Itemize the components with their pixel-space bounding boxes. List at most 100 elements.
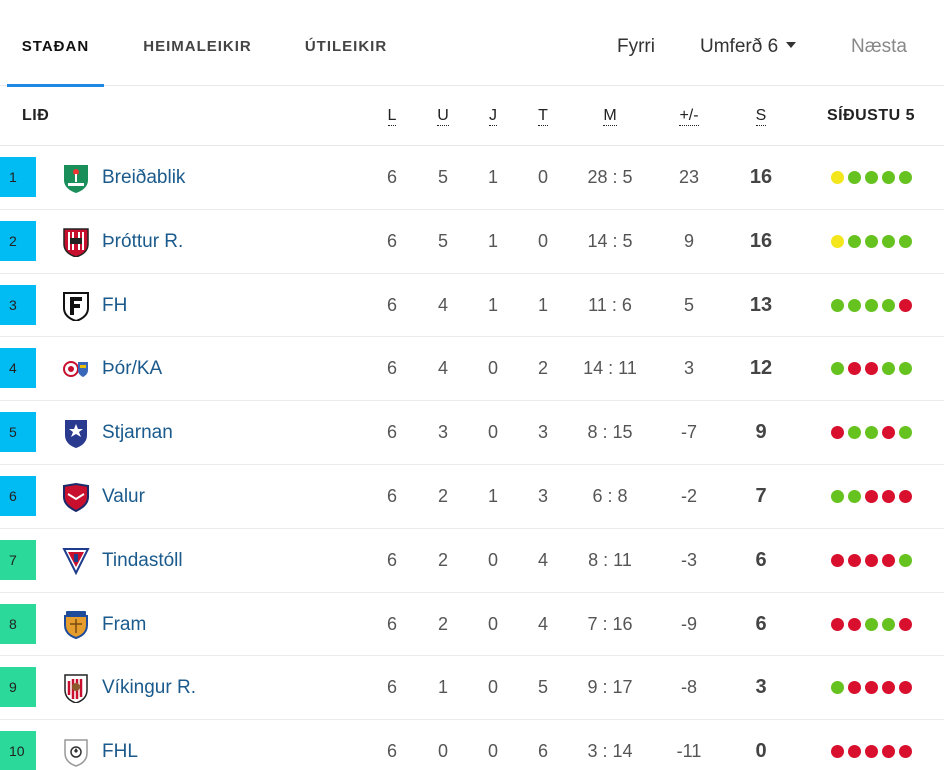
lost-cell: 5 — [537, 677, 548, 698]
column-header-points: S — [755, 107, 767, 126]
form-loss-dot[interactable] — [864, 489, 878, 503]
form-win-dot[interactable] — [864, 426, 878, 440]
form-win-dot[interactable] — [864, 234, 878, 248]
next-round-button[interactable]: Næsta — [851, 36, 907, 57]
form-win-dot[interactable] — [864, 171, 878, 184]
vikingur-crest-icon — [62, 673, 90, 705]
form-win-dot[interactable] — [847, 426, 861, 440]
form-loss-dot[interactable] — [881, 745, 895, 759]
form-draw-dot[interactable] — [830, 234, 844, 248]
form-loss-dot[interactable] — [830, 426, 844, 440]
team-name-link[interactable]: Valur — [102, 485, 145, 507]
form-loss-dot[interactable] — [864, 362, 878, 376]
form-win-dot[interactable] — [898, 362, 912, 376]
team-name-link[interactable]: Tindastóll — [102, 549, 183, 571]
team-name-link[interactable]: Breiðablik — [102, 167, 186, 188]
stjarnan-crest-icon — [62, 418, 90, 449]
goal-difference-cell: -3 — [680, 549, 697, 570]
form-draw-dot[interactable] — [830, 171, 844, 184]
form-win-dot[interactable] — [898, 553, 912, 567]
form-win-dot[interactable] — [847, 298, 861, 312]
goals-cell: 3 : 14 — [587, 741, 633, 762]
team-name-link[interactable]: Þór/KA — [102, 358, 163, 380]
form-loss-dot[interactable] — [864, 553, 878, 567]
drawn-cell: 0 — [487, 549, 498, 570]
form-loss-dot[interactable] — [881, 681, 895, 695]
form-loss-dot[interactable] — [881, 553, 895, 567]
form-loss-dot[interactable] — [898, 681, 912, 695]
table-header: LIÐ L U J T M +/- S SÍÐUSTU 5 — [0, 86, 944, 146]
form-loss-dot[interactable] — [847, 681, 861, 695]
form-loss-dot[interactable] — [898, 298, 912, 312]
rank-badge: 8 — [0, 603, 36, 644]
form-win-dot[interactable] — [864, 617, 878, 631]
goals-cell: 8 : 15 — [587, 422, 633, 443]
form-win-dot[interactable] — [830, 362, 844, 376]
form-win-dot[interactable] — [864, 298, 878, 312]
points-cell: 6 — [755, 612, 767, 635]
team-name-link[interactable]: Þróttur R. — [102, 230, 184, 252]
form-win-dot[interactable] — [847, 489, 861, 503]
previous-round-button[interactable]: Fyrri — [617, 36, 655, 57]
form-win-dot[interactable] — [898, 234, 912, 248]
goals-cell: 28 : 5 — [587, 167, 633, 187]
form-win-dot[interactable] — [847, 234, 861, 248]
played-cell: 6 — [386, 230, 397, 251]
team-name-link[interactable]: Fram — [102, 613, 147, 635]
form-win-dot[interactable] — [881, 171, 895, 184]
column-header-team: LIÐ — [22, 107, 50, 124]
team-name-link[interactable]: Víkingur R. — [102, 677, 196, 699]
table-row: 2 Þróttur R. 6 5 1 0 14 : 5 9 16 — [0, 210, 944, 274]
form-loss-dot[interactable] — [864, 681, 878, 695]
form-loss-dot[interactable] — [847, 362, 861, 376]
goals-cell: 11 : 6 — [588, 294, 632, 315]
form-win-dot[interactable] — [881, 298, 895, 312]
played-cell: 6 — [386, 422, 397, 443]
goals-cell: 7 : 16 — [587, 613, 633, 634]
form-win-dot[interactable] — [898, 426, 912, 440]
form-win-dot[interactable] — [830, 681, 844, 695]
tab-standings[interactable]: STAÐAN — [7, 0, 104, 87]
round-select[interactable]: Umferð 6 — [700, 0, 797, 86]
team-name-link[interactable]: FH — [102, 294, 128, 316]
won-cell: 2 — [437, 485, 448, 506]
won-cell: 4 — [437, 294, 448, 315]
form-win-dot[interactable] — [881, 617, 895, 631]
form-loss-dot[interactable] — [830, 745, 844, 759]
won-cell: 0 — [437, 741, 448, 762]
form-loss-dot[interactable] — [881, 489, 895, 503]
form-loss-dot[interactable] — [898, 745, 912, 759]
form-loss-dot[interactable] — [898, 617, 912, 631]
goal-difference-cell: -11 — [676, 741, 702, 762]
team-name-link[interactable]: FHL — [102, 741, 138, 763]
table-row: 8 Fram 6 2 0 4 7 : 16 -9 6 — [0, 593, 944, 657]
last-5-form — [812, 465, 930, 528]
standings-table: 1 Breiðablik 6 5 1 0 28 : 5 23 16 2 Þróttur R. 6 5 1 0… — [0, 146, 944, 770]
form-win-dot[interactable] — [898, 171, 912, 184]
form-loss-dot[interactable] — [898, 489, 912, 503]
form-loss-dot[interactable] — [847, 553, 861, 567]
form-loss-dot[interactable] — [847, 617, 861, 631]
throttur-crest-icon — [62, 227, 90, 258]
played-cell: 6 — [386, 741, 397, 762]
form-win-dot[interactable] — [881, 362, 895, 376]
form-win-dot[interactable] — [830, 298, 844, 312]
points-cell: 0 — [755, 740, 767, 763]
tab-home-games[interactable]: HEIMALEIKIR — [143, 38, 252, 55]
points-cell: 9 — [755, 421, 767, 444]
form-loss-dot[interactable] — [830, 617, 844, 631]
form-win-dot[interactable] — [830, 489, 844, 503]
form-loss-dot[interactable] — [864, 745, 878, 759]
tindastoll-crest-icon — [62, 546, 90, 576]
top-bar: STAÐAN HEIMALEIKIR ÚTILEIKIR Fyrri Umfer… — [0, 0, 944, 87]
form-loss-dot[interactable] — [881, 426, 895, 440]
tab-away-games[interactable]: ÚTILEIKIR — [304, 38, 388, 55]
form-win-dot[interactable] — [847, 171, 861, 184]
form-loss-dot[interactable] — [847, 745, 861, 759]
form-loss-dot[interactable] — [830, 553, 844, 567]
team-name-link[interactable]: Stjarnan — [102, 422, 173, 444]
drawn-cell: 0 — [487, 422, 498, 443]
form-win-dot[interactable] — [881, 234, 895, 248]
last-5-form — [812, 210, 930, 273]
last-5-form — [812, 274, 930, 337]
